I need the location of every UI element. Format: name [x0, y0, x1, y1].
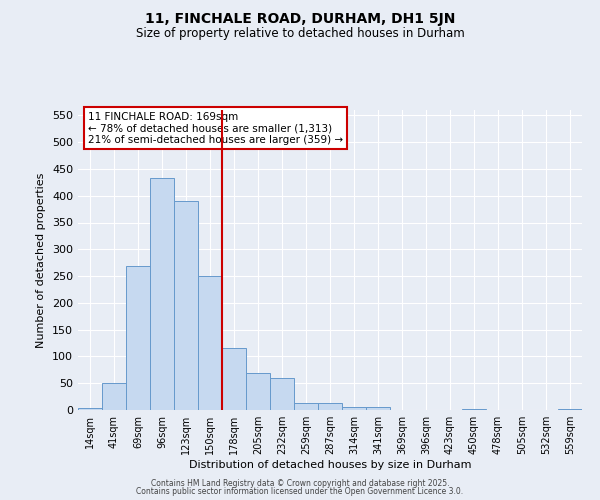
Bar — [270, 378, 294, 410]
Y-axis label: Number of detached properties: Number of detached properties — [37, 172, 46, 348]
Bar — [174, 201, 198, 410]
X-axis label: Distribution of detached houses by size in Durham: Distribution of detached houses by size … — [189, 460, 471, 470]
Bar — [222, 348, 246, 410]
Text: 11 FINCHALE ROAD: 169sqm
← 78% of detached houses are smaller (1,313)
21% of sem: 11 FINCHALE ROAD: 169sqm ← 78% of detach… — [88, 112, 343, 144]
Bar — [126, 266, 150, 410]
Bar — [246, 372, 270, 410]
Text: Contains public sector information licensed under the Open Government Licence 3.: Contains public sector information licen… — [136, 487, 464, 496]
Bar — [366, 408, 390, 410]
Bar — [558, 409, 582, 410]
Bar — [294, 403, 318, 410]
Bar — [318, 403, 342, 410]
Bar — [102, 382, 126, 410]
Bar — [342, 408, 366, 410]
Bar — [198, 276, 222, 410]
Text: Size of property relative to detached houses in Durham: Size of property relative to detached ho… — [136, 28, 464, 40]
Bar — [78, 408, 102, 410]
Text: 11, FINCHALE ROAD, DURHAM, DH1 5JN: 11, FINCHALE ROAD, DURHAM, DH1 5JN — [145, 12, 455, 26]
Bar — [150, 178, 174, 410]
Text: Contains HM Land Registry data © Crown copyright and database right 2025.: Contains HM Land Registry data © Crown c… — [151, 478, 449, 488]
